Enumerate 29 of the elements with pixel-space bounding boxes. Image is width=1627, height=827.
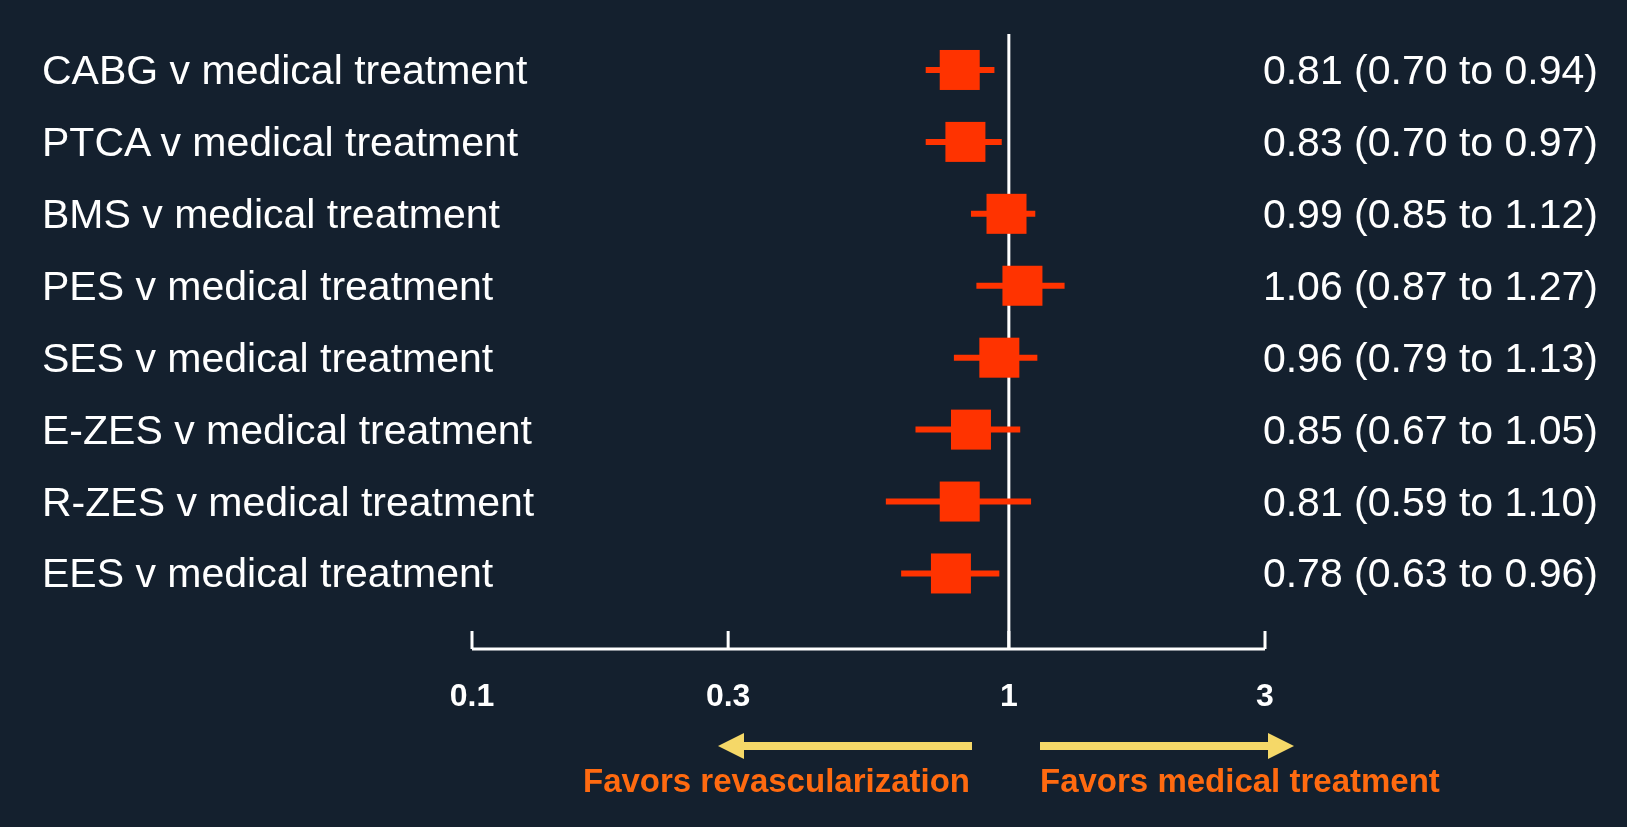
data-label: 0.85 (0.67 to 1.05) — [1262, 406, 1598, 453]
y-tick-label: EES v medical treatment — [42, 550, 494, 597]
text: Favors revascularization — [582, 762, 970, 800]
x-tick-label: 0.1 — [449, 676, 495, 713]
text: Favors medical treatment — [1040, 762, 1440, 800]
point — [939, 49, 980, 90]
data-label: 0.96 (0.79 to 1.13) — [1262, 334, 1598, 381]
y-tick-label: SES v medical treatment — [42, 334, 494, 381]
point — [950, 409, 991, 450]
point — [945, 121, 986, 162]
y-tick-label: PES v medical treatment — [42, 262, 494, 309]
data-label: 0.83 (0.70 to 0.97) — [1262, 118, 1598, 165]
point — [939, 481, 980, 522]
point — [930, 553, 971, 594]
x-tick-label: 3 — [1256, 676, 1274, 713]
y-tick-label: PTCA v medical treatment — [42, 118, 519, 165]
x-tick-label: 1 — [999, 676, 1018, 713]
y-tick-label: E-ZES v medical treatment — [42, 406, 533, 453]
point — [986, 193, 1027, 234]
x-tick-label: 0.3 — [705, 676, 751, 713]
data-label: 0.81 (0.70 to 0.94) — [1262, 46, 1598, 93]
y-tick-label: CABG v medical treatment — [42, 46, 528, 93]
data-label: 0.81 (0.59 to 1.10) — [1262, 478, 1598, 525]
point — [979, 337, 1020, 378]
y-tick-label: BMS v medical treatment — [42, 190, 501, 237]
data-label: 0.78 (0.63 to 0.96) — [1262, 550, 1598, 597]
data-label: 0.99 (0.85 to 1.12) — [1262, 190, 1598, 237]
y-tick-label: R-ZES v medical treatment — [42, 478, 535, 525]
data-label: 1.06 (0.87 to 1.27) — [1262, 262, 1598, 309]
